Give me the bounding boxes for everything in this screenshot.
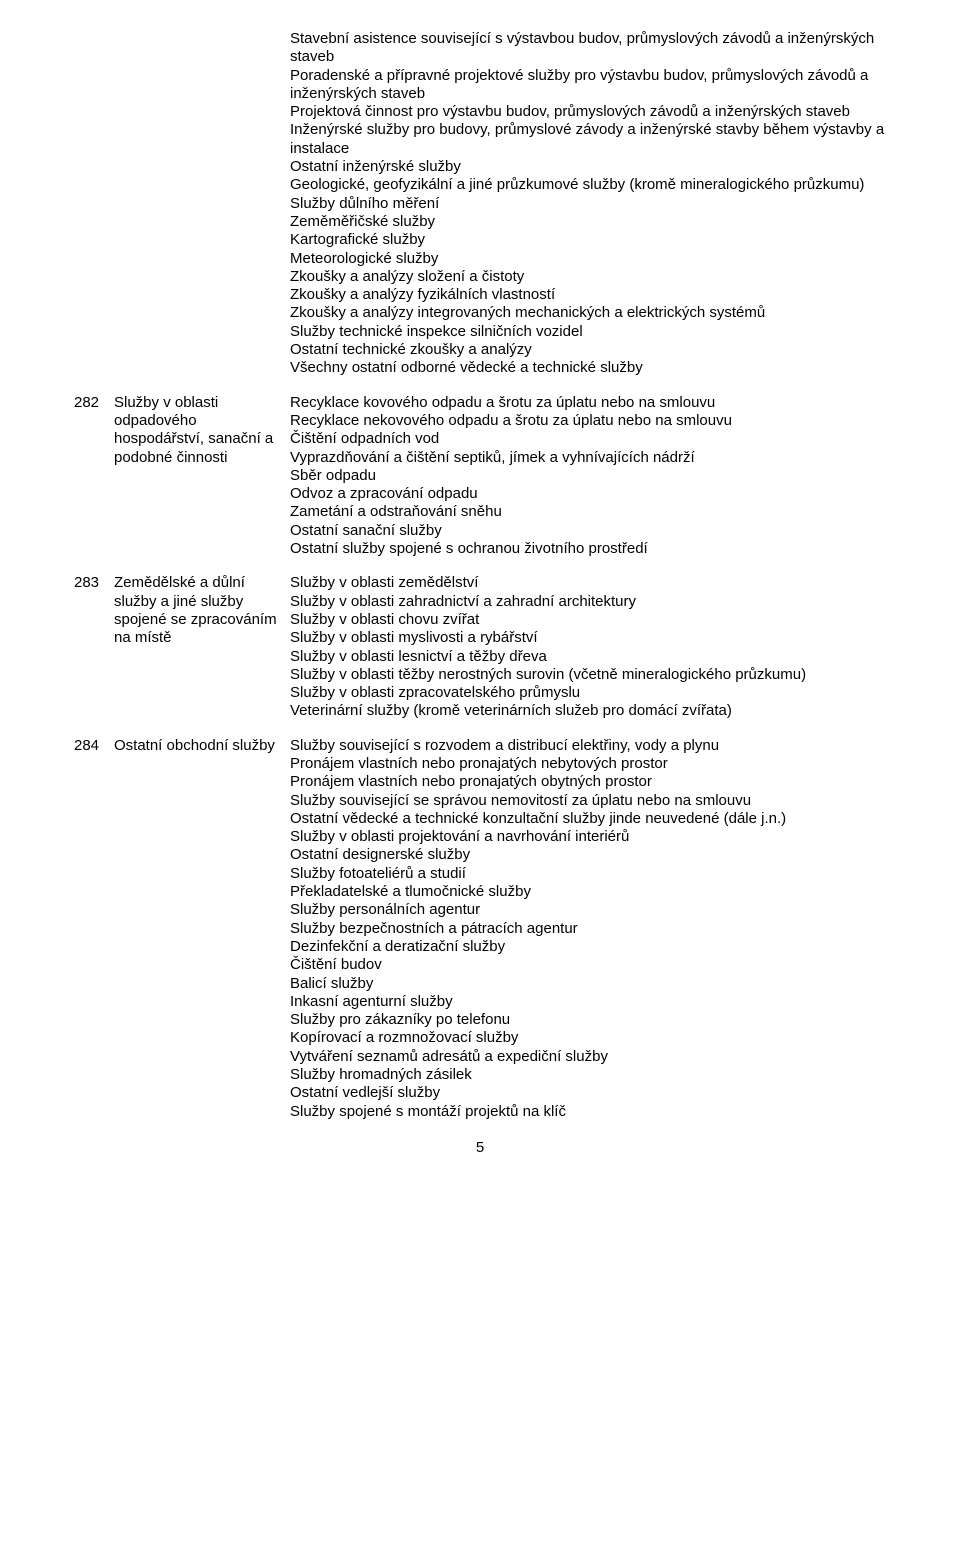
content-line: Pronájem vlastních nebo pronajatých neby… — [290, 755, 886, 773]
content-line: Veterinární služby (kromě veterinárních … — [290, 702, 886, 720]
section-title: Služby v oblasti odpadového hospodářství… — [114, 394, 290, 467]
section-283: 283 Zemědělské a důlní služby a jiné slu… — [74, 574, 886, 720]
content-line: Ostatní vědecké a technické konzultační … — [290, 810, 886, 828]
content-line: Poradenské a přípravné projektové služby… — [290, 67, 886, 104]
section-content-top: Stavební asistence související s výstavb… — [290, 30, 886, 378]
section-282: 282 Služby v oblasti odpadového hospodář… — [74, 394, 886, 559]
content-line: Vyprazdňování a čištění septiků, jímek a… — [290, 449, 886, 467]
content-line: Meteorologické služby — [290, 250, 886, 268]
content-line: Ostatní designerské služby — [290, 846, 886, 864]
content-line: Služby v oblasti lesnictví a těžby dřeva — [290, 648, 886, 666]
content-line: Ostatní inženýrské služby — [290, 158, 886, 176]
content-line: Inkasní agenturní služby — [290, 993, 886, 1011]
section-284: 284 Ostatní obchodní služby Služby souvi… — [74, 737, 886, 1121]
section-top: Stavební asistence související s výstavb… — [74, 30, 886, 378]
content-line: Služby bezpečnostních a pátracích agentu… — [290, 920, 886, 938]
content-line: Zkoušky a analýzy integrovaných mechanic… — [290, 304, 886, 322]
content-line: Odvoz a zpracování odpadu — [290, 485, 886, 503]
section-title: Ostatní obchodní služby — [114, 737, 290, 755]
section-title: Zemědělské a důlní služby a jiné služby … — [114, 574, 290, 647]
content-line: Služby spojené s montáží projektů na klí… — [290, 1103, 886, 1121]
content-line: Ostatní vedlejší služby — [290, 1084, 886, 1102]
section-number: 284 — [74, 737, 114, 755]
content-line: Sběr odpadu — [290, 467, 886, 485]
content-line: Služby v oblasti těžby nerostných surovi… — [290, 666, 886, 684]
content-line: Služby v oblasti zahradnictví a zahradní… — [290, 593, 886, 611]
section-number: 283 — [74, 574, 114, 592]
content-line: Překladatelské a tlumočnické služby — [290, 883, 886, 901]
content-line: Stavební asistence související s výstavb… — [290, 30, 886, 67]
content-line: Služby hromadných zásilek — [290, 1066, 886, 1084]
content-line: Balicí služby — [290, 975, 886, 993]
content-line: Zeměměřičské služby — [290, 213, 886, 231]
content-line: Služby v oblasti myslivosti a rybářství — [290, 629, 886, 647]
content-line: Čištění odpadních vod — [290, 430, 886, 448]
content-line: Služby v oblasti zpracovatelského průmys… — [290, 684, 886, 702]
content-line: Kartografické služby — [290, 231, 886, 249]
content-line: Služby v oblasti projektování a navrhová… — [290, 828, 886, 846]
content-line: Ostatní služby spojené s ochranou životn… — [290, 540, 886, 558]
content-line: Geologické, geofyzikální a jiné průzkumo… — [290, 176, 886, 194]
content-line: Ostatní sanační služby — [290, 522, 886, 540]
content-line: Služby technické inspekce silničních voz… — [290, 323, 886, 341]
content-line: Zkoušky a analýzy složení a čistoty — [290, 268, 886, 286]
content-line: Čištění budov — [290, 956, 886, 974]
content-line: Vytváření seznamů adresátů a expediční s… — [290, 1048, 886, 1066]
content-line: Všechny ostatní odborné vědecké a techni… — [290, 359, 886, 377]
content-line: Zametání a odstraňování sněhu — [290, 503, 886, 521]
section-number: 282 — [74, 394, 114, 412]
section-content: Recyklace kovového odpadu a šrotu za úpl… — [290, 394, 886, 559]
content-line: Služby pro zákazníky po telefonu — [290, 1011, 886, 1029]
content-line: Ostatní technické zkoušky a analýzy — [290, 341, 886, 359]
content-line: Zkoušky a analýzy fyzikálních vlastností — [290, 286, 886, 304]
content-line: Recyklace nekovového odpadu a šrotu za ú… — [290, 412, 886, 430]
content-line: Služby související s rozvodem a distribu… — [290, 737, 886, 755]
content-line: Služby fotoateliérů a studií — [290, 865, 886, 883]
content-line: Služby personálních agentur — [290, 901, 886, 919]
content-line: Recyklace kovového odpadu a šrotu za úpl… — [290, 394, 886, 412]
page-number: 5 — [74, 1139, 886, 1157]
content-line: Kopírovací a rozmnožovací služby — [290, 1029, 886, 1047]
content-line: Pronájem vlastních nebo pronajatých obyt… — [290, 773, 886, 791]
content-line: Služby v oblasti zemědělství — [290, 574, 886, 592]
content-line: Projektová činnost pro výstavbu budov, p… — [290, 103, 886, 121]
content-line: Inženýrské služby pro budovy, průmyslové… — [290, 121, 886, 158]
content-line: Služby související se správou nemovitost… — [290, 792, 886, 810]
section-content: Služby v oblasti zemědělstvíSlužby v obl… — [290, 574, 886, 720]
content-line: Dezinfekční a deratizační služby — [290, 938, 886, 956]
content-line: Služby důlního měření — [290, 195, 886, 213]
content-line: Služby v oblasti chovu zvířat — [290, 611, 886, 629]
section-content: Služby související s rozvodem a distribu… — [290, 737, 886, 1121]
